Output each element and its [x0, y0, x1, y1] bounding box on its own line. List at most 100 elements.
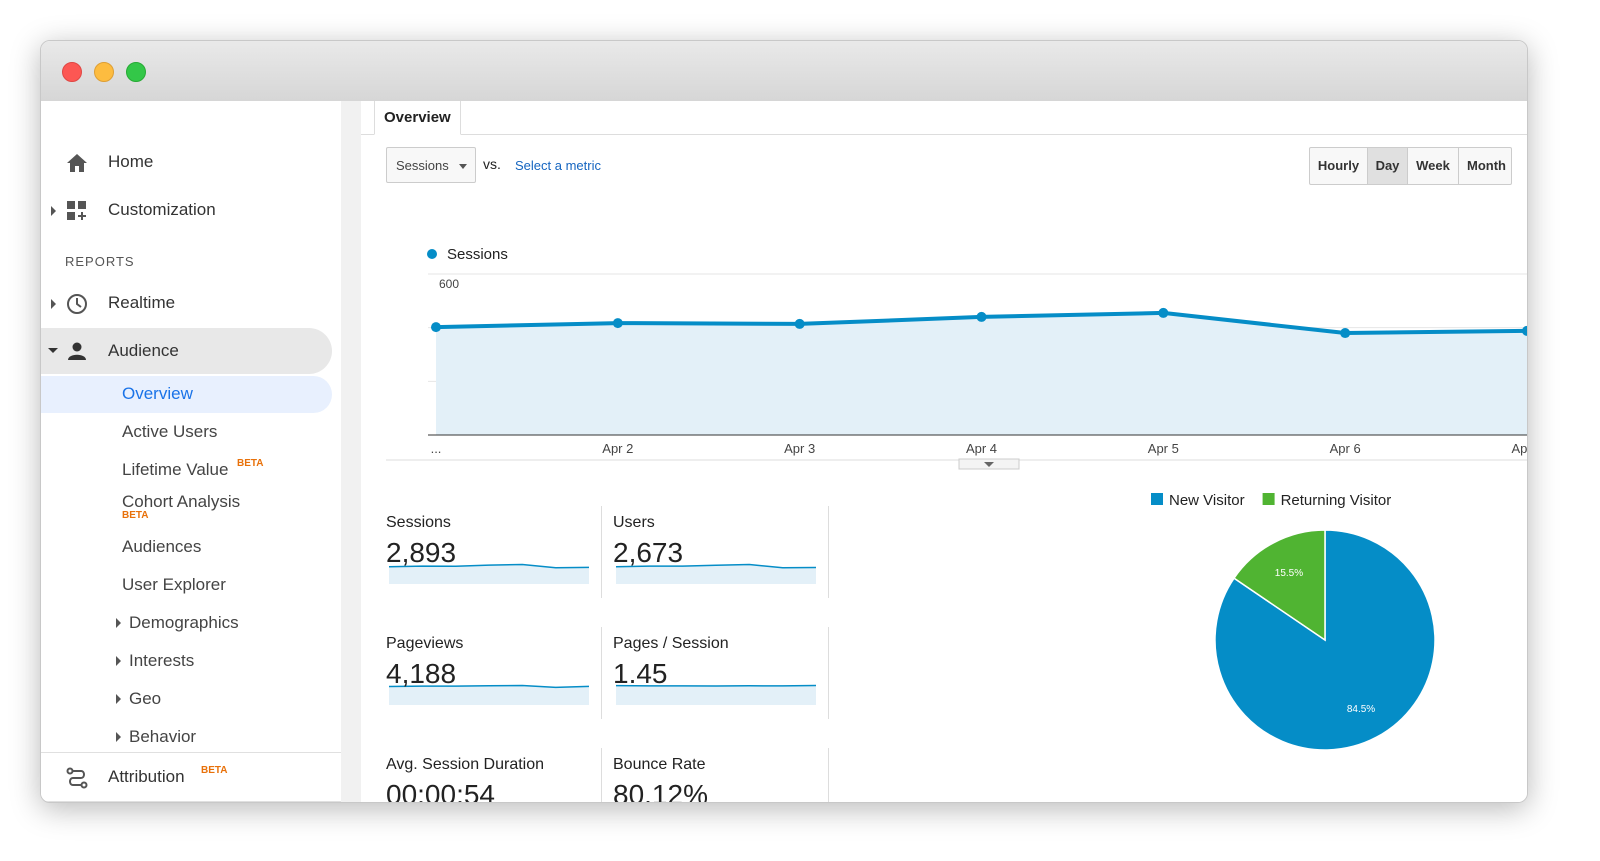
x-tick-label: Apr 6 — [1330, 441, 1361, 456]
legend-label: New Visitor — [1169, 492, 1245, 509]
nav-active-users[interactable]: Active Users — [122, 422, 218, 441]
area — [436, 312, 1527, 435]
sparkline-area — [616, 685, 816, 705]
legend-label: Sessions — [447, 246, 508, 263]
card-divider — [601, 506, 602, 598]
expand-arrow[interactable] — [116, 656, 121, 666]
zoom-button[interactable] — [126, 62, 146, 82]
sidebar-gutter — [341, 101, 361, 802]
browser-window: Home Customization REPORTS Realtime Audi… — [40, 40, 1528, 803]
metric-label: Users — [613, 514, 655, 531]
x-tick-label: Apr 2 — [602, 441, 633, 456]
nav-realtime[interactable]: Realtime — [108, 293, 176, 312]
title-bar — [41, 41, 1527, 102]
sparkline-area — [389, 564, 589, 584]
metric-label: Bounce Rate — [613, 756, 706, 773]
metric-value: 4,188 — [386, 658, 457, 689]
toggle-arrow — [984, 462, 994, 467]
x-tick-label: ... — [431, 441, 442, 456]
expand-arrow[interactable] — [116, 732, 121, 742]
point — [1522, 325, 1527, 336]
granularity-button[interactable]: Hourly — [1310, 148, 1368, 184]
nav-interests[interactable]: Interests — [129, 651, 195, 670]
collapse-arrow[interactable] — [48, 348, 58, 353]
legend-label: Returning Visitor — [1281, 492, 1392, 509]
separator — [41, 801, 341, 802]
metric-label: Pages / Session — [613, 635, 729, 652]
metric-value: 00:00:54 — [386, 779, 495, 803]
slice-label: 15.5% — [1275, 568, 1303, 579]
point — [431, 322, 441, 333]
metric-value: 1.45 — [613, 658, 668, 689]
granularity-button[interactable]: Month — [1467, 158, 1506, 173]
expand-arrow[interactable] — [51, 206, 56, 216]
sparkline-area — [389, 685, 589, 705]
sparkline — [615, 563, 817, 569]
sparkline — [388, 563, 590, 569]
expand-arrow[interactable] — [51, 299, 56, 309]
x-tick-label: Apr 4 — [966, 441, 997, 456]
card-divider — [828, 627, 829, 719]
home-icon — [67, 154, 87, 172]
sidebar: Home Customization REPORTS Realtime Audi… — [41, 101, 341, 802]
metric-value: 2,893 — [386, 537, 457, 568]
minimize-button[interactable] — [94, 62, 114, 82]
card-divider — [601, 748, 602, 802]
nav-cohort-analysis[interactable]: Cohort Analysis — [122, 492, 241, 511]
metric-value: 2,673 — [613, 537, 684, 568]
point — [976, 311, 987, 322]
nav-geo[interactable]: Geo — [129, 689, 162, 708]
metric-dropdown[interactable]: Sessions — [386, 147, 476, 183]
nav-attribution[interactable]: Attribution — [108, 767, 185, 786]
separator — [107, 801, 108, 802]
nav-behavior[interactable]: Behavior — [129, 727, 197, 746]
section-label: REPORTS — [65, 254, 135, 269]
point — [794, 318, 805, 329]
expand-arrow[interactable] — [116, 694, 121, 704]
metric-label: Sessions — [386, 514, 451, 531]
point — [612, 318, 623, 329]
card-divider — [828, 748, 829, 802]
nav-overview[interactable]: Overview — [122, 384, 193, 403]
x-tick-label: Apr 3 — [784, 441, 815, 456]
beta-badge: BETA — [237, 458, 264, 469]
legend-swatch — [1262, 493, 1275, 505]
nav-audience[interactable]: Audience — [108, 341, 179, 360]
y-tick-label: 600 — [439, 277, 459, 291]
beta-badge: BETA — [201, 765, 228, 776]
sparkline — [388, 684, 590, 689]
tab-overview[interactable]: Overview — [374, 101, 461, 135]
sparkline — [615, 684, 817, 687]
attribution-icon — [66, 767, 88, 789]
pie-slice — [1232, 529, 1326, 642]
sparkline-area — [616, 564, 816, 584]
granularity-group: Hourly Day Week Month — [1309, 147, 1512, 185]
nav-lifetime-value[interactable]: Lifetime Value — [122, 460, 229, 479]
select-metric-link[interactable]: Select a metric — [515, 158, 601, 173]
legend-dot — [427, 249, 437, 259]
beta-badge: BETA — [122, 510, 149, 521]
nav-home[interactable]: Home — [108, 152, 154, 171]
granularity-button[interactable]: Day — [1368, 148, 1408, 184]
x-tick-label: Apr 5 — [1148, 441, 1179, 456]
metric-label: Pageviews — [386, 635, 464, 652]
expand-arrow[interactable] — [116, 618, 121, 628]
realtime-icon — [67, 294, 87, 314]
vs-label: vs. — [483, 156, 501, 172]
metric-label: Avg. Session Duration — [386, 756, 545, 773]
nav-customization[interactable]: Customization — [108, 200, 216, 219]
metric-label: Sessions — [396, 158, 449, 173]
tab-bar — [361, 101, 1527, 135]
metric-value: 80.12% — [613, 779, 708, 803]
nav-audiences[interactable]: Audiences — [122, 537, 202, 556]
separator — [41, 752, 341, 753]
x-tick-label: Apr 7 — [1511, 441, 1528, 456]
point — [1340, 328, 1351, 339]
granularity-button[interactable]: Week — [1408, 148, 1459, 184]
card-divider — [601, 627, 602, 719]
audience-icon — [68, 342, 86, 360]
close-button[interactable] — [62, 62, 82, 82]
nav-demographics[interactable]: Demographics — [129, 613, 239, 632]
nav-user-explorer[interactable]: User Explorer — [122, 575, 226, 594]
